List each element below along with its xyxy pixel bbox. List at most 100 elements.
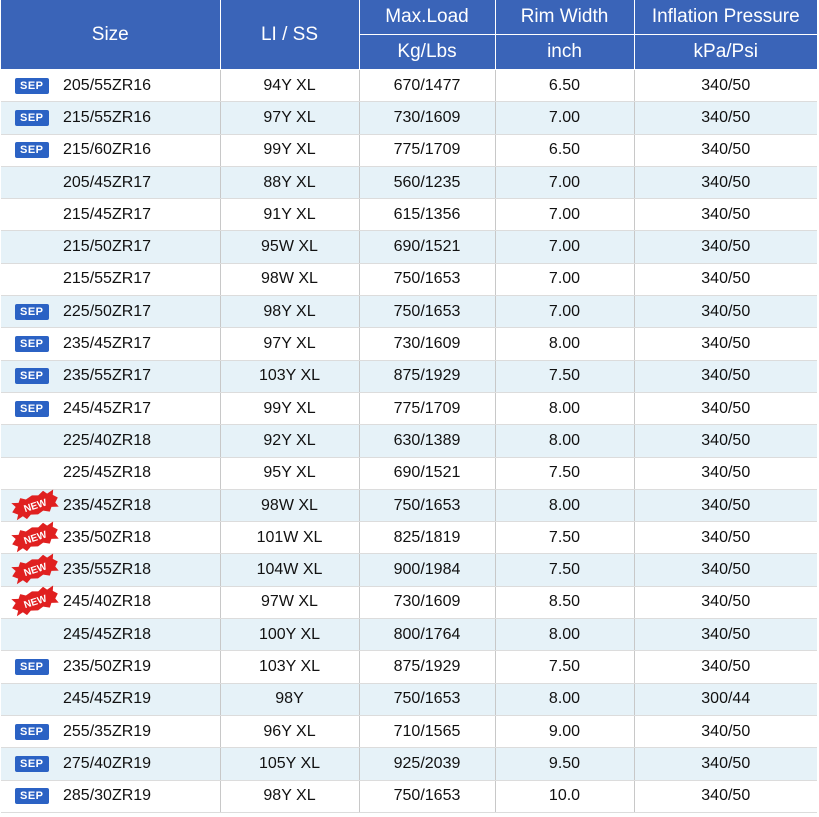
table-row: SEP 245/45ZR17 99Y XL 775/1709 8.00 340/50 xyxy=(1,392,817,426)
tire-size: 215/50ZR17 xyxy=(63,238,152,256)
cell-max-load: 670/1477 xyxy=(359,69,496,103)
tire-size: 215/45ZR17 xyxy=(63,205,152,223)
cell-li-ss: 100Y XL xyxy=(220,618,360,652)
cell-max-load: 730/1609 xyxy=(359,586,496,620)
sep-badge: SEP xyxy=(15,755,49,772)
cell-inflation-pressure: 340/50 xyxy=(634,198,817,232)
table-row: SEP 235/55ZR17 103Y XL 875/1929 7.50 340/50 xyxy=(1,360,817,393)
cell-inflation-pressure: 340/50 xyxy=(634,360,817,393)
cell-max-load: 690/1521 xyxy=(359,230,496,264)
cell-li-ss: 91Y XL xyxy=(220,198,360,232)
tire-size: 245/45ZR19 xyxy=(63,690,152,708)
table-row: SEP 215/60ZR16 99Y XL 775/1709 6.50 340/50 xyxy=(1,134,817,167)
tire-size: 215/55ZR16 xyxy=(63,108,152,126)
cell-size: 215/55ZR17 xyxy=(1,263,221,297)
cell-rim-width: 7.00 xyxy=(495,198,635,232)
cell-li-ss: 98W XL xyxy=(220,263,360,297)
cell-li-ss: 96Y XL xyxy=(220,715,360,749)
tire-size: 235/45ZR18 xyxy=(63,496,152,514)
header-li-ss: LI / SS xyxy=(220,0,360,70)
cell-inflation-pressure: 340/50 xyxy=(634,392,817,426)
cell-rim-width: 8.00 xyxy=(495,683,635,716)
cell-rim-width: 7.00 xyxy=(495,295,635,329)
cell-li-ss: 95W XL xyxy=(220,230,360,264)
table-row: 245/45ZR19 98Y 750/1653 8.00 300/44 xyxy=(1,683,817,716)
cell-max-load: 775/1709 xyxy=(359,134,496,167)
cell-li-ss: 97Y XL xyxy=(220,101,360,135)
tire-size: 235/55ZR17 xyxy=(63,367,152,385)
cell-max-load: 750/1653 xyxy=(359,295,496,329)
cell-inflation-pressure: 340/50 xyxy=(634,586,817,620)
sep-badge: SEP xyxy=(15,336,49,353)
cell-inflation-pressure: 340/50 xyxy=(634,650,817,684)
cell-rim-width: 7.50 xyxy=(495,650,635,684)
cell-max-load: 775/1709 xyxy=(359,392,496,426)
cell-li-ss: 95Y XL xyxy=(220,457,360,490)
cell-max-load: 750/1653 xyxy=(359,780,496,813)
table-row: SEP 255/35ZR19 96Y XL 710/1565 9.00 340/50 xyxy=(1,715,817,749)
cell-size: SEP 225/50ZR17 xyxy=(1,295,221,329)
cell-inflation-pressure: 340/50 xyxy=(634,715,817,749)
table-row: 215/50ZR17 95W XL 690/1521 7.00 340/50 xyxy=(1,230,817,264)
cell-li-ss: 98W XL xyxy=(220,489,360,523)
header-size: Size xyxy=(1,0,221,70)
cell-inflation-pressure: 300/44 xyxy=(634,683,817,716)
cell-rim-width: 6.50 xyxy=(495,134,635,167)
cell-size: NEW 235/45ZR18 xyxy=(1,489,221,523)
cell-rim-width: 10.0 xyxy=(495,780,635,813)
sep-badge: SEP xyxy=(15,400,49,417)
cell-size: 215/45ZR17 xyxy=(1,198,221,232)
cell-size: SEP 245/45ZR17 xyxy=(1,392,221,426)
cell-inflation-pressure: 340/50 xyxy=(634,327,817,361)
cell-size: SEP 215/60ZR16 xyxy=(1,134,221,167)
table-header: Size LI / SS Max.Load Rim Width Inflatio… xyxy=(1,0,817,70)
cell-max-load: 710/1565 xyxy=(359,715,496,749)
cell-max-load: 615/1356 xyxy=(359,198,496,232)
tire-size: 245/45ZR18 xyxy=(63,625,152,643)
tire-size: 205/55ZR16 xyxy=(63,76,152,94)
table-row: NEW 245/40ZR18 97W XL 730/1609 8.50 340/50 xyxy=(1,585,817,620)
cell-rim-width: 7.50 xyxy=(495,360,635,393)
tire-size: 255/35ZR19 xyxy=(63,722,152,740)
tire-size: 225/40ZR18 xyxy=(63,431,152,449)
cell-max-load: 925/2039 xyxy=(359,747,496,781)
cell-max-load: 750/1653 xyxy=(359,489,496,523)
table-row: SEP 235/45ZR17 97Y XL 730/1609 8.00 340/50 xyxy=(1,327,817,361)
header-inflation-pressure: Inflation Pressure xyxy=(634,0,817,35)
cell-size: 245/45ZR18 xyxy=(1,618,221,652)
cell-max-load: 560/1235 xyxy=(359,166,496,200)
cell-li-ss: 104W XL xyxy=(220,553,360,587)
table-row: 225/40ZR18 92Y XL 630/1389 8.00 340/50 xyxy=(1,424,817,458)
cell-rim-width: 8.00 xyxy=(495,618,635,652)
tire-size: 215/55ZR17 xyxy=(63,270,152,288)
sep-badge: SEP xyxy=(15,788,49,805)
cell-max-load: 750/1653 xyxy=(359,263,496,297)
tire-size: 275/40ZR19 xyxy=(63,754,152,772)
cell-size: SEP 275/40ZR19 xyxy=(1,747,221,781)
cell-rim-width: 7.50 xyxy=(495,457,635,490)
cell-rim-width: 6.50 xyxy=(495,69,635,103)
sep-badge: SEP xyxy=(15,368,49,385)
cell-inflation-pressure: 340/50 xyxy=(634,618,817,652)
cell-li-ss: 98Y xyxy=(220,683,360,716)
cell-max-load: 730/1609 xyxy=(359,327,496,361)
cell-li-ss: 103Y XL xyxy=(220,650,360,684)
cell-max-load: 875/1929 xyxy=(359,650,496,684)
table-row: SEP 235/50ZR19 103Y XL 875/1929 7.50 340/50 xyxy=(1,650,817,684)
cell-li-ss: 103Y XL xyxy=(220,360,360,393)
table-row: SEP 225/50ZR17 98Y XL 750/1653 7.00 340/50 xyxy=(1,295,817,329)
table-row: 215/55ZR17 98W XL 750/1653 7.00 340/50 xyxy=(1,263,817,297)
cell-size: 245/45ZR19 xyxy=(1,683,221,716)
cell-size: NEW 235/50ZR18 xyxy=(1,521,221,555)
cell-rim-width: 9.50 xyxy=(495,747,635,781)
sep-badge: SEP xyxy=(15,303,49,320)
cell-size: SEP 235/45ZR17 xyxy=(1,327,221,361)
sep-badge: SEP xyxy=(15,658,49,675)
cell-size: NEW 245/40ZR18 xyxy=(1,585,221,620)
cell-size: 225/45ZR18 xyxy=(1,457,221,490)
cell-size: 215/50ZR17 xyxy=(1,230,221,264)
new-badge-icon: NEW xyxy=(11,489,59,520)
cell-li-ss: 105Y XL xyxy=(220,747,360,781)
cell-inflation-pressure: 340/50 xyxy=(634,553,817,587)
